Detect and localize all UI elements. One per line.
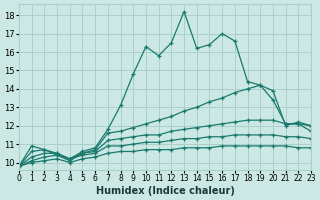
X-axis label: Humidex (Indice chaleur): Humidex (Indice chaleur) (96, 186, 235, 196)
